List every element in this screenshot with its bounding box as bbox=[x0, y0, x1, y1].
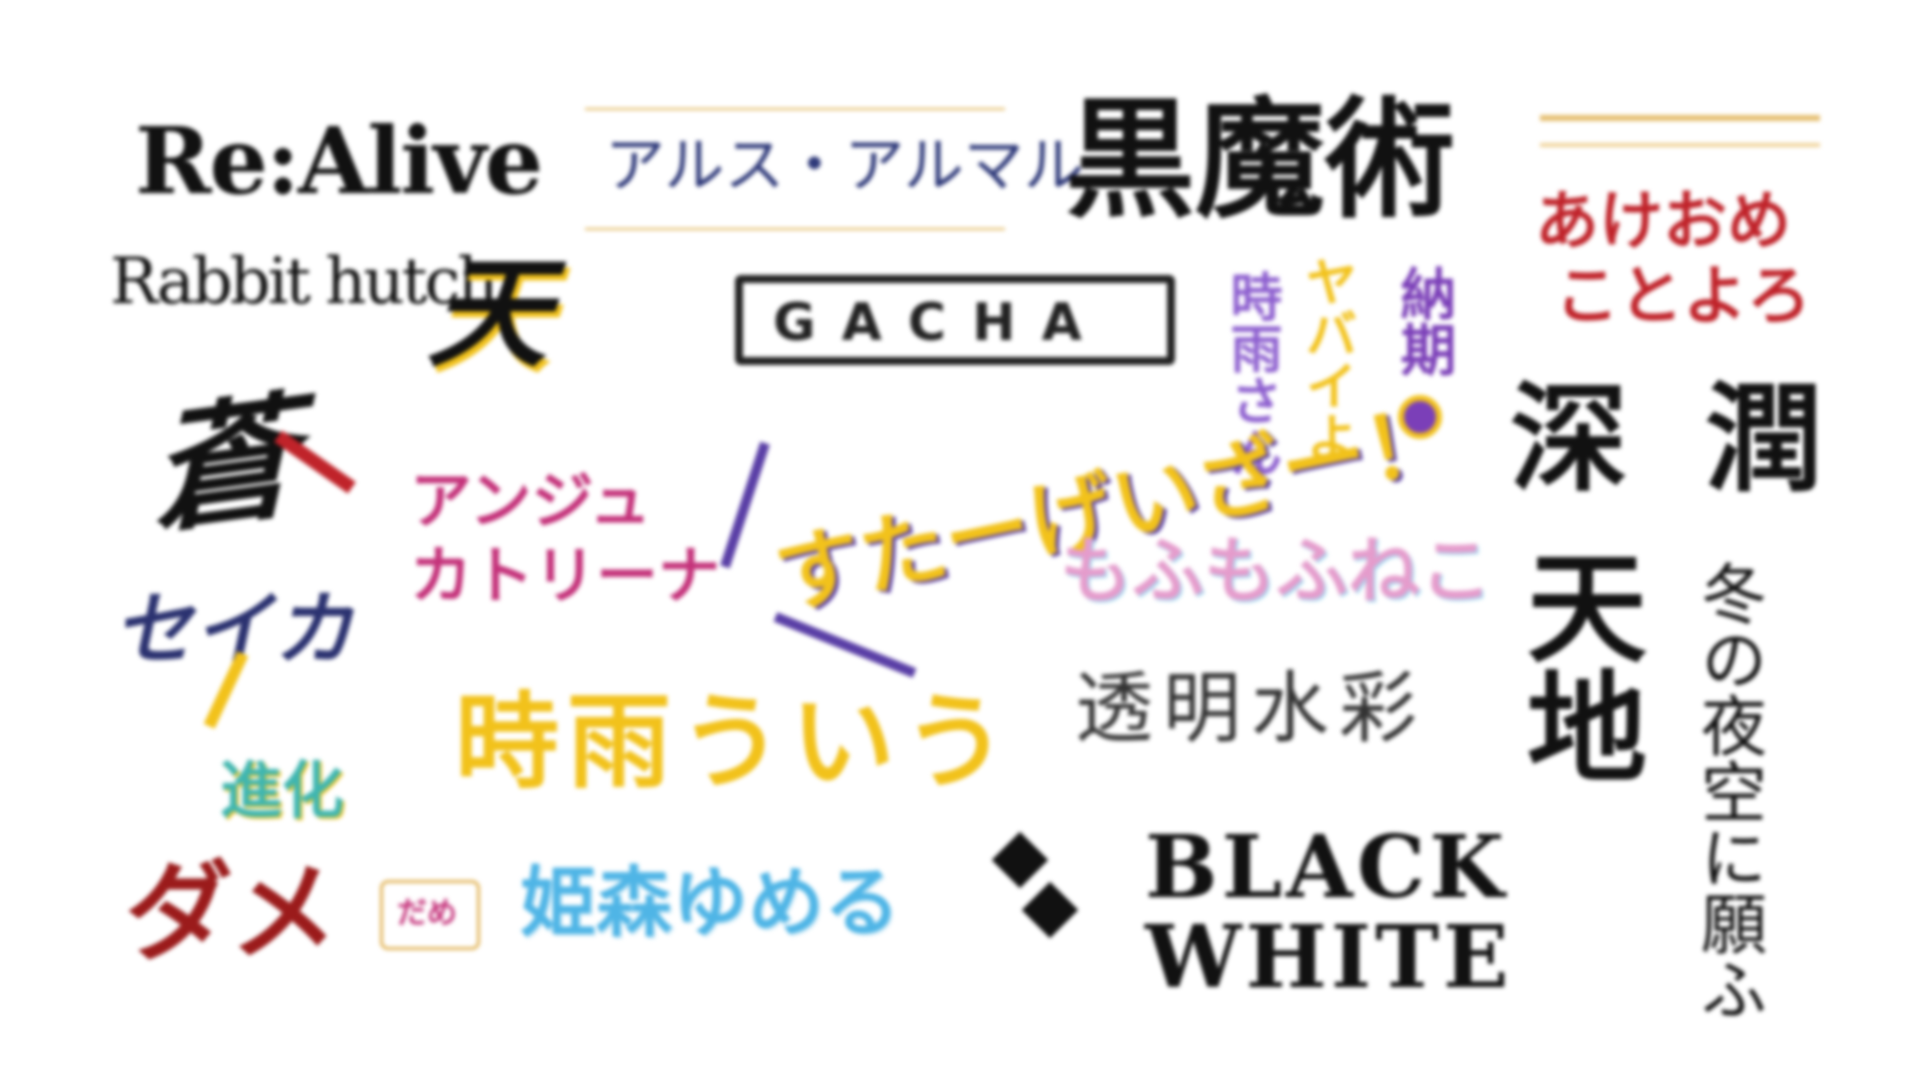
logo-himemori: 姫森ゆめる bbox=[520, 858, 900, 947]
logo-dame: ダメ bbox=[125, 851, 338, 976]
logo-tenchi: 天地 bbox=[1506, 545, 1645, 785]
logo-shinka: 進化 bbox=[220, 754, 345, 827]
logo-yabai-line1: 時雨さん bbox=[1221, 270, 1281, 478]
logo-gacha: GACHA bbox=[773, 293, 1108, 353]
logo-black: BLACK bbox=[1145, 817, 1509, 918]
logo-jun: 潤 bbox=[1705, 370, 1824, 508]
logo-re-alive: Re:Alive bbox=[135, 107, 543, 215]
logo-toumei: 透明水彩 bbox=[1075, 664, 1428, 754]
logo-nouki: 納期 bbox=[1391, 265, 1456, 377]
logo-dame-small-box: だめ bbox=[380, 880, 480, 950]
logo-kuromajutsu: 黒魔術 bbox=[1065, 83, 1456, 236]
logo-dame-small: だめ bbox=[397, 896, 457, 931]
logo-shigure-ui: 時雨ういう bbox=[455, 681, 1016, 803]
logo-alus-almal: アルス・アルマル bbox=[605, 131, 1084, 201]
logo-anju-line2: カトリーナ bbox=[410, 539, 721, 612]
logo-akeome-line2: ことよろ bbox=[1555, 260, 1811, 334]
logo-fuwafuwa: もふもふねこ bbox=[1060, 529, 1493, 613]
logo-fuyu: 冬の夜空に願ふ bbox=[1690, 560, 1767, 1022]
logo-akeome-line1: あけおめ bbox=[1535, 185, 1791, 259]
diamond-1 bbox=[991, 831, 1049, 889]
logo-akeome-frame: あけおめ ことよろ bbox=[1530, 115, 1830, 345]
logo-white: WHITE bbox=[1145, 907, 1513, 1008]
purple-stroke-2 bbox=[773, 612, 917, 678]
purple-stroke-1 bbox=[720, 441, 770, 569]
logo-shin: 深 bbox=[1510, 370, 1629, 508]
logo-yabai-line2: ヤバイよ bbox=[1296, 255, 1356, 463]
logo-gacha-box: GACHA bbox=[735, 275, 1175, 365]
diamond-mark bbox=[990, 820, 1080, 970]
torii-gate bbox=[1540, 115, 1820, 147]
logo-rabbit-hutch: Rabbit hutch bbox=[110, 245, 498, 319]
gold-frame-bottom bbox=[585, 228, 1005, 230]
logo-anju-line1: アンジュ bbox=[410, 464, 652, 537]
gold-frame-top bbox=[585, 108, 1005, 110]
logo-alus-almal-frame: アルス・アルマル bbox=[585, 100, 1084, 240]
nouki-dot bbox=[1398, 395, 1442, 439]
logo-shin-mark: 蒼 bbox=[144, 374, 327, 555]
diamond-2 bbox=[1021, 881, 1079, 939]
